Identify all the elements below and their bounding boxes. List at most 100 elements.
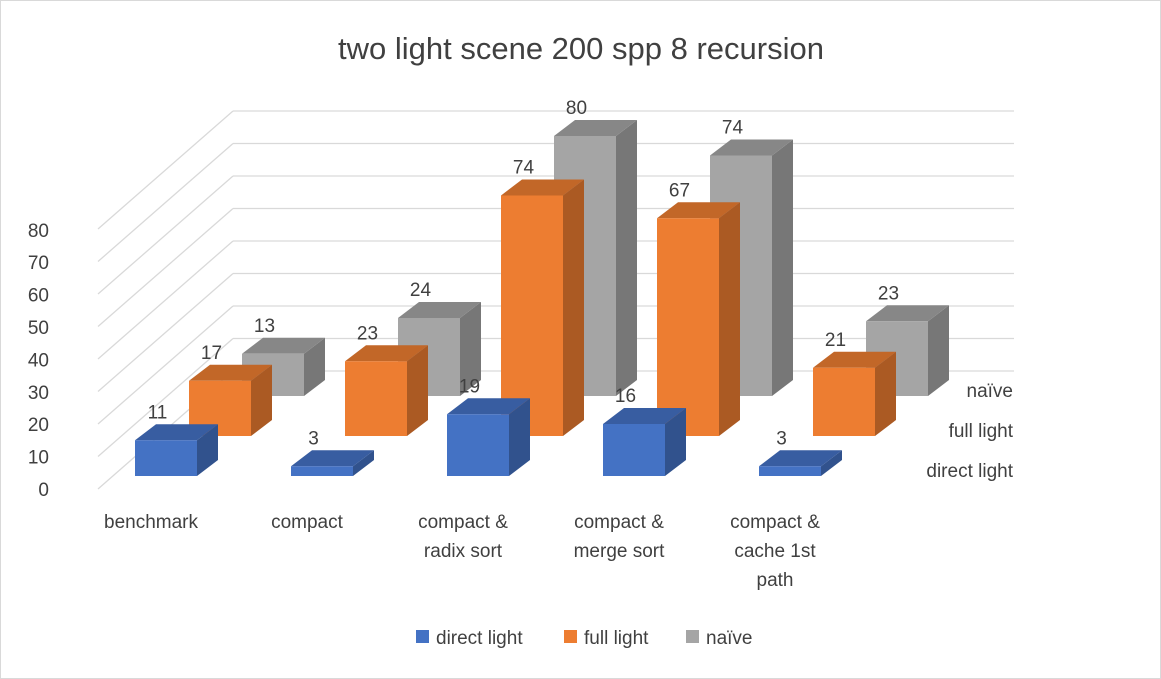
- y-tick-label: 70: [28, 253, 49, 274]
- bar: [135, 424, 218, 476]
- side-gridline: [97, 240, 234, 360]
- legend-item[interactable]: full light: [564, 628, 649, 649]
- y-tick-label: 0: [38, 480, 49, 501]
- category-label: benchmark: [104, 512, 198, 533]
- bar-side: [460, 302, 481, 396]
- bar-front: [501, 195, 563, 436]
- bar-side: [665, 408, 686, 476]
- bar-side: [509, 398, 530, 476]
- category-label: compact &: [574, 512, 664, 533]
- data-label: 21: [825, 330, 846, 351]
- legend[interactable]: direct light full light naïve: [416, 628, 752, 649]
- category-label: path: [757, 570, 794, 591]
- bar-top: [813, 351, 896, 368]
- bar: [501, 179, 584, 436]
- y-tick-label: 50: [28, 318, 49, 339]
- bar-top: [345, 345, 428, 362]
- legend-item[interactable]: naïve: [686, 628, 752, 649]
- bar: [345, 345, 428, 436]
- legend-label: direct light: [436, 628, 523, 649]
- bar-top: [291, 450, 374, 467]
- bar-side: [772, 139, 793, 396]
- legend-label: naïve: [706, 628, 752, 649]
- bar-top: [398, 302, 481, 318]
- y-tick-label: 40: [28, 350, 49, 371]
- bars: [135, 120, 949, 476]
- bar-top: [710, 139, 793, 156]
- data-label: 3: [776, 428, 787, 449]
- bar-front: [657, 218, 719, 436]
- data-label: 24: [410, 280, 432, 301]
- bar-side: [304, 337, 325, 396]
- bar-front: [603, 424, 665, 476]
- chart-title: two light scene 200 spp 8 recursion: [338, 31, 824, 66]
- legend-item[interactable]: direct light: [416, 628, 523, 649]
- bar-side: [821, 450, 842, 476]
- data-label: 80: [566, 98, 587, 119]
- data-label: 74: [513, 158, 535, 179]
- bar: [447, 398, 530, 476]
- bar-front: [291, 466, 353, 476]
- legend-swatch: [564, 630, 577, 643]
- bar-top: [501, 179, 584, 196]
- bar-side: [251, 364, 272, 436]
- category-label: compact: [271, 512, 344, 533]
- data-label: 3: [308, 428, 319, 449]
- side-gridline: [97, 110, 234, 230]
- bar-side: [563, 179, 584, 436]
- bar-top: [135, 424, 218, 441]
- bar-front: [135, 440, 197, 476]
- bar-side: [407, 345, 428, 436]
- side-gridline: [97, 175, 234, 295]
- bar-side: [353, 450, 374, 476]
- bar-side: [616, 120, 637, 396]
- side-gridline: [97, 273, 234, 392]
- bar: [291, 450, 374, 476]
- bar-side: [928, 305, 949, 396]
- bar-top: [866, 305, 949, 322]
- bar-front: [345, 361, 407, 436]
- series-axis-label: full light: [949, 421, 1014, 442]
- bar-top: [189, 364, 272, 381]
- data-label: 23: [357, 323, 378, 344]
- side-gridline: [97, 143, 234, 262]
- side-gridline: [97, 208, 234, 327]
- data-label: 11: [148, 402, 168, 423]
- y-tick-label: 10: [28, 448, 49, 469]
- data-label: 16: [615, 386, 636, 407]
- data-label: 19: [459, 376, 480, 397]
- data-label: 23: [878, 283, 899, 304]
- data-label: 13: [254, 316, 275, 337]
- y-tick-label: 30: [28, 383, 49, 404]
- bar: [603, 408, 686, 476]
- bar: [759, 450, 842, 476]
- bar-top: [242, 337, 325, 354]
- category-label: merge sort: [574, 541, 666, 562]
- y-tick-label: 20: [28, 415, 49, 436]
- series-axis-label: naïve: [967, 381, 1013, 402]
- bar-front: [447, 414, 509, 476]
- bar-top: [603, 408, 686, 424]
- bar-top: [447, 398, 530, 415]
- bar-top: [657, 202, 740, 219]
- side-gridline: [97, 338, 234, 457]
- bar-front: [813, 367, 875, 436]
- category-labels: benchmark compact compact & radix sort compa…: [104, 512, 820, 591]
- bar: [657, 202, 740, 436]
- category-label: radix sort: [424, 541, 503, 562]
- bar: [813, 351, 896, 436]
- y-tick-label: 60: [28, 286, 49, 307]
- data-label: 74: [722, 118, 744, 139]
- bar-front: [759, 466, 821, 476]
- series-axis-labels: direct light full light naïve: [926, 381, 1013, 482]
- bar-side: [875, 351, 896, 436]
- legend-label: full light: [584, 628, 649, 649]
- y-tick-label: 80: [28, 221, 49, 242]
- legend-swatch: [686, 630, 699, 643]
- category-label: cache 1st: [734, 541, 816, 562]
- data-label: 17: [201, 343, 222, 364]
- legend-swatch: [416, 630, 429, 643]
- bar-top: [554, 120, 637, 136]
